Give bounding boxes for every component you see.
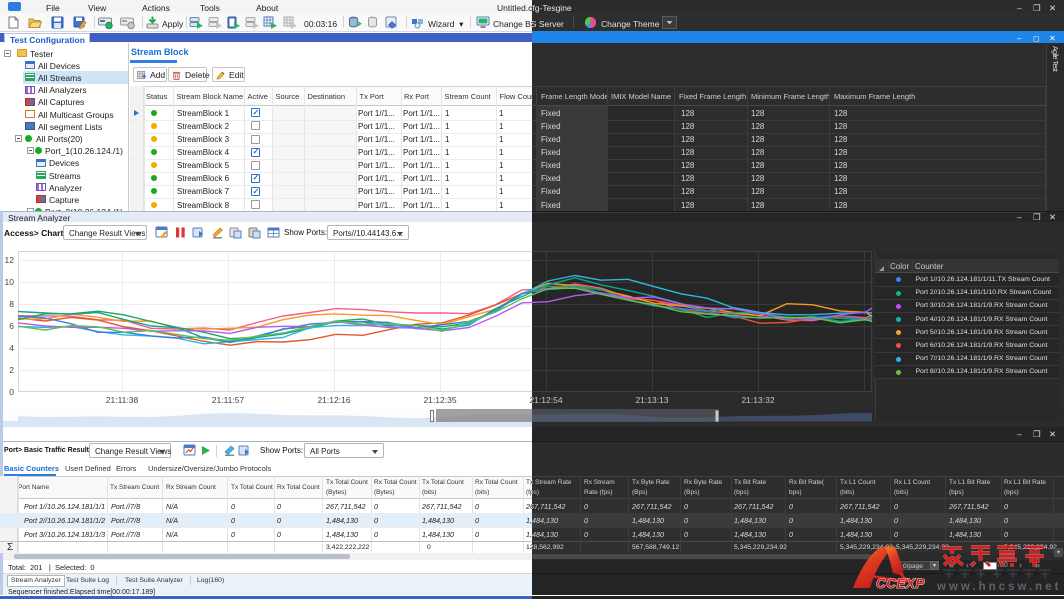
svg-text:www.hncsw.net: www.hncsw.net	[936, 581, 1061, 593]
svg-text:CCEXP: CCEXP	[876, 576, 926, 591]
